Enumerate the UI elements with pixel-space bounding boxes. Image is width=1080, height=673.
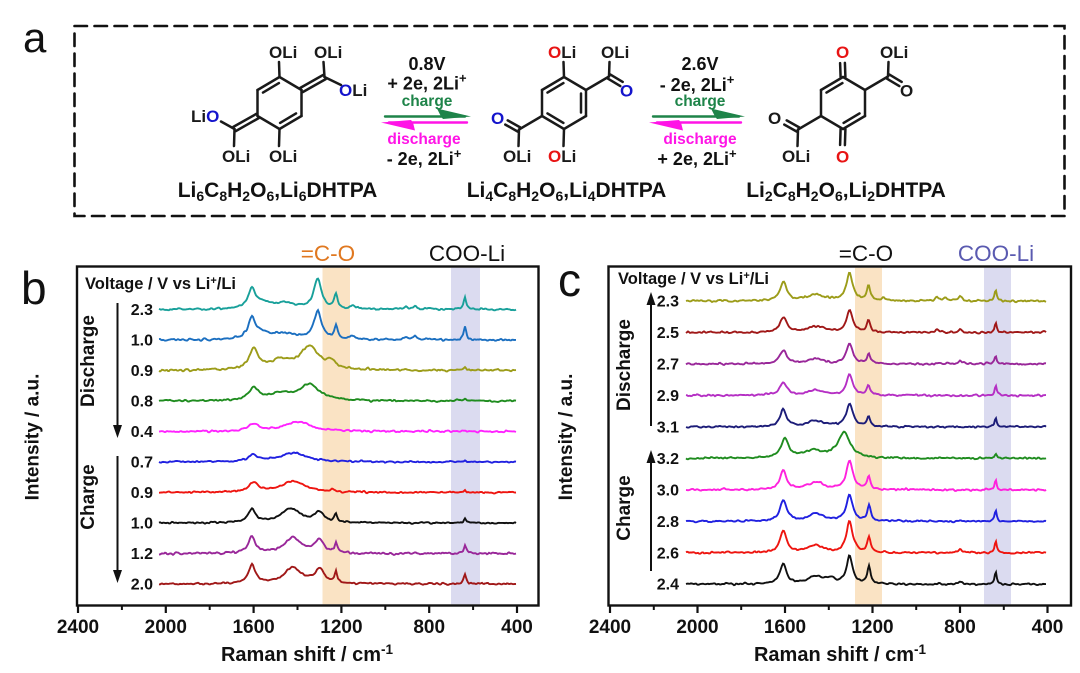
svg-text:OLi: OLi <box>314 43 342 62</box>
svg-text:0.8V: 0.8V <box>408 54 445 74</box>
svg-text:O: O <box>836 148 849 167</box>
svg-text:b: b <box>21 262 47 314</box>
svg-text:0.9: 0.9 <box>131 363 153 380</box>
svg-text:2.3: 2.3 <box>131 302 153 319</box>
svg-text:OLi: OLi <box>548 147 576 166</box>
svg-text:Discharge: Discharge <box>78 315 99 407</box>
svg-text:charge: charge <box>675 93 726 110</box>
svg-text:1200: 1200 <box>851 617 893 638</box>
svg-text:3.0: 3.0 <box>657 482 679 499</box>
svg-text:OLi: OLi <box>339 81 367 100</box>
svg-text:2.9: 2.9 <box>657 388 679 405</box>
svg-text:400: 400 <box>1032 617 1064 638</box>
svg-text:2000: 2000 <box>676 617 718 638</box>
svg-text:OLi: OLi <box>222 147 250 166</box>
svg-text:Raman shift / cm-1: Raman shift / cm-1 <box>754 642 927 666</box>
svg-text:2.6V: 2.6V <box>681 54 718 74</box>
svg-text:O: O <box>900 82 913 101</box>
svg-text:O: O <box>620 82 633 101</box>
svg-text:Voltage / V vs Li+/Li: Voltage / V vs Li+/Li <box>618 270 769 288</box>
svg-text:0.8: 0.8 <box>131 394 153 411</box>
svg-text:2000: 2000 <box>145 617 187 638</box>
svg-text:+ 2e, 2Li+: + 2e, 2Li+ <box>657 146 737 169</box>
svg-text:2400: 2400 <box>589 617 631 638</box>
svg-text:c: c <box>558 254 581 306</box>
svg-text:Intensity / a.u.: Intensity / a.u. <box>23 374 44 501</box>
svg-text:1200: 1200 <box>320 617 362 638</box>
svg-text:2.6: 2.6 <box>657 545 679 562</box>
svg-text:2.5: 2.5 <box>657 325 679 342</box>
svg-text:1600: 1600 <box>764 617 806 638</box>
svg-text:Discharge: Discharge <box>614 319 635 411</box>
svg-text:discharge: discharge <box>387 131 461 148</box>
svg-text:Voltage / V vs Li+/Li: Voltage / V vs Li+/Li <box>85 275 236 293</box>
svg-text:1.0: 1.0 <box>131 333 153 350</box>
svg-text:a: a <box>23 14 47 61</box>
svg-text:2.0: 2.0 <box>131 577 153 594</box>
svg-text:800: 800 <box>413 617 445 638</box>
svg-text:OLi: OLi <box>880 43 908 62</box>
svg-text:- 2e, 2Li+: - 2e, 2Li+ <box>387 146 462 169</box>
svg-text:O: O <box>836 43 849 62</box>
svg-text:Intensity / a.u.: Intensity / a.u. <box>556 374 577 501</box>
svg-text:1.0: 1.0 <box>131 516 153 533</box>
svg-text:3.1: 3.1 <box>657 419 679 436</box>
svg-text:+ 2e, 2Li+: + 2e, 2Li+ <box>387 71 467 94</box>
svg-text:Charge: Charge <box>78 464 99 529</box>
svg-text:2.7: 2.7 <box>657 356 679 373</box>
svg-text:OLi: OLi <box>269 43 297 62</box>
svg-text:Li4C8H2O6,Li4DHTPA: Li4C8H2O6,Li4DHTPA <box>467 179 667 204</box>
svg-text:0.9: 0.9 <box>131 485 153 502</box>
svg-text:COO-Li: COO-Li <box>958 241 1034 266</box>
svg-text:OLi: OLi <box>601 43 629 62</box>
svg-text:Charge: Charge <box>614 475 635 540</box>
svg-text:Li6C8H2O6,Li6DHTPA: Li6C8H2O6,Li6DHTPA <box>178 179 378 204</box>
svg-text:=C-O: =C-O <box>839 241 893 266</box>
svg-text:O: O <box>491 109 504 128</box>
svg-text:OLi: OLi <box>503 147 531 166</box>
svg-text:800: 800 <box>944 617 976 638</box>
svg-text:- 2e, 2Li+: - 2e, 2Li+ <box>660 72 735 95</box>
svg-text:2.4: 2.4 <box>657 577 679 594</box>
svg-text:charge: charge <box>402 93 453 110</box>
svg-text:3.2: 3.2 <box>657 451 679 468</box>
svg-text:Li2C8H2O6,Li2DHTPA: Li2C8H2O6,Li2DHTPA <box>746 179 946 204</box>
svg-text:COO-Li: COO-Li <box>429 241 505 266</box>
svg-text:discharge: discharge <box>663 131 737 148</box>
svg-text:1.2: 1.2 <box>131 546 153 563</box>
svg-text:O: O <box>768 109 781 128</box>
svg-text:2400: 2400 <box>57 617 99 638</box>
svg-text:OLi: OLi <box>548 43 576 62</box>
svg-text:1600: 1600 <box>232 617 274 638</box>
svg-text:OLi: OLi <box>782 147 810 166</box>
svg-text:LiO: LiO <box>191 107 219 126</box>
svg-text:0.4: 0.4 <box>131 424 153 441</box>
svg-text:Raman shift / cm-1: Raman shift / cm-1 <box>221 642 394 666</box>
svg-text:2.3: 2.3 <box>657 294 679 311</box>
svg-text:=C-O: =C-O <box>301 241 355 266</box>
svg-text:400: 400 <box>501 617 533 638</box>
svg-text:0.7: 0.7 <box>131 455 153 472</box>
svg-text:OLi: OLi <box>269 147 297 166</box>
svg-text:2.8: 2.8 <box>657 514 679 531</box>
